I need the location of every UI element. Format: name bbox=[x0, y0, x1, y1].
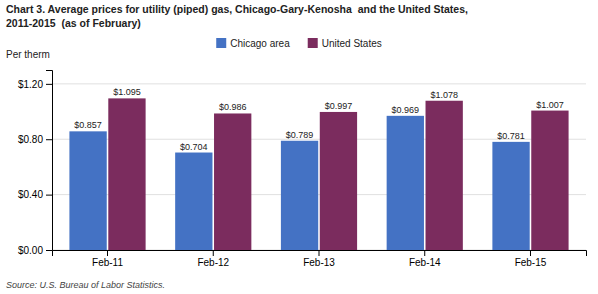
grid bbox=[52, 84, 586, 250]
x-tick: Feb-14 bbox=[409, 250, 441, 268]
data-label: $0.997 bbox=[325, 101, 353, 111]
bar bbox=[492, 142, 529, 250]
bars bbox=[69, 98, 568, 250]
y-axis-title: Per therm bbox=[6, 49, 50, 60]
data-label: $0.704 bbox=[180, 142, 208, 152]
x-tick-mark bbox=[424, 250, 425, 256]
data-label: $1.078 bbox=[430, 90, 458, 100]
bar bbox=[531, 111, 568, 250]
y-tick-mark bbox=[46, 250, 52, 251]
x-tick-label: Feb-14 bbox=[409, 257, 441, 268]
title: 2011-2015 (as of February) bbox=[6, 17, 141, 29]
y-tick: $0.00 bbox=[18, 245, 52, 256]
x-tick-mark bbox=[213, 250, 214, 256]
bar bbox=[175, 153, 212, 250]
y-tick: $0.80 bbox=[18, 134, 52, 145]
x-axis: Feb-11 Feb-12 Feb-13 Feb-14 Feb-15 bbox=[53, 250, 587, 268]
y-tick-mark bbox=[46, 195, 52, 196]
legend-swatch bbox=[216, 38, 226, 48]
data-label: $0.781 bbox=[497, 131, 525, 141]
y-axis: $0.00 $0.40 $0.80 $1.20 bbox=[18, 71, 53, 256]
data-label: $0.986 bbox=[219, 102, 247, 112]
legend: Chicago area United States bbox=[216, 38, 382, 49]
y-tick: $0.40 bbox=[18, 189, 52, 200]
y-tick-mark bbox=[46, 84, 52, 85]
legend-item: Chicago area bbox=[216, 38, 290, 49]
legend-label: Chicago area bbox=[230, 38, 290, 49]
x-tick-mark bbox=[107, 250, 108, 256]
y-tick-mark bbox=[46, 139, 52, 140]
data-label: $0.857 bbox=[74, 120, 102, 130]
x-tick-label: Feb-11 bbox=[92, 257, 123, 268]
bar bbox=[426, 101, 463, 250]
legend-swatch bbox=[308, 38, 318, 48]
chart: Chart 3. Average prices for utility (pip… bbox=[0, 0, 598, 294]
y-tick-label: $0.40 bbox=[18, 189, 43, 200]
y-tick-label: $0.00 bbox=[18, 245, 43, 256]
bar bbox=[69, 131, 106, 250]
legend-item: United States bbox=[308, 38, 382, 49]
x-tick: Feb-15 bbox=[515, 250, 547, 268]
data-label: $0.969 bbox=[392, 105, 420, 115]
y-tick: $1.20 bbox=[18, 79, 52, 90]
y-tick-label: $1.20 bbox=[18, 79, 43, 90]
x-tick: Feb-11 bbox=[92, 250, 123, 268]
x-tick-label: Feb-15 bbox=[515, 257, 547, 268]
data-label: $0.789 bbox=[286, 130, 314, 140]
x-tick-mark bbox=[530, 250, 531, 256]
bar bbox=[108, 98, 145, 250]
y-tick-label: $0.80 bbox=[18, 134, 43, 145]
grid-line bbox=[52, 83, 586, 84]
bar bbox=[214, 113, 251, 250]
x-tick-label: Feb-12 bbox=[197, 257, 229, 268]
y-axis-line bbox=[46, 71, 53, 251]
plot: $0.857 $0.704 $0.789 $0.969 $0.781 $1.095 $0.9… bbox=[18, 71, 587, 269]
x-tick-mark bbox=[319, 250, 320, 256]
data-label: $1.095 bbox=[113, 87, 141, 97]
data-label: $1.007 bbox=[536, 100, 564, 110]
data-labels: $0.857 $0.704 $0.789 $0.969 $0.781 $1.095 $0.9… bbox=[74, 87, 563, 151]
x-tick: Feb-12 bbox=[197, 250, 229, 268]
bar bbox=[387, 116, 424, 250]
title: Chart 3. Average prices for utility (pip… bbox=[6, 3, 468, 15]
x-tick-label: Feb-13 bbox=[303, 257, 335, 268]
x-axis-line bbox=[53, 251, 587, 257]
bar bbox=[320, 112, 357, 250]
bar bbox=[281, 141, 318, 250]
series bbox=[108, 98, 568, 250]
annotation: Source: U.S. Bureau of Labor Statistics. bbox=[6, 280, 165, 290]
x-tick: Feb-13 bbox=[303, 250, 335, 268]
legend-label: United States bbox=[322, 38, 382, 49]
